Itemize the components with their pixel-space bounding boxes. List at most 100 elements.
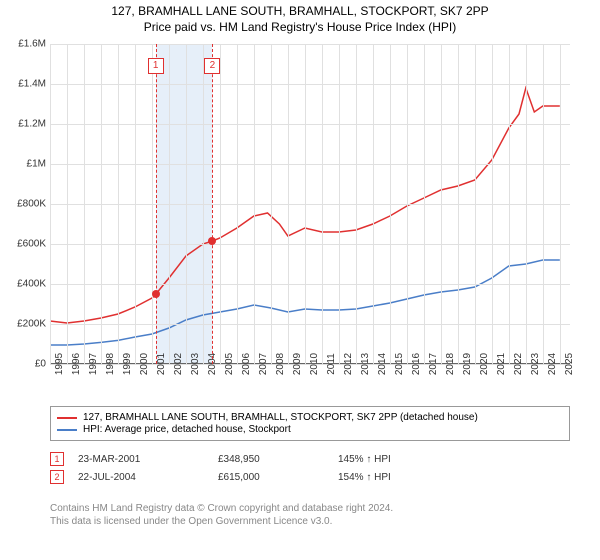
sale-price: £348,950 [218, 454, 338, 465]
x-tick-label: 2002 [169, 353, 184, 375]
x-tick-label: 2005 [220, 353, 235, 375]
x-tick-label: 1995 [50, 353, 65, 375]
legend-label: HPI: Average price, detached house, Stoc… [83, 424, 291, 435]
gridline-v [526, 44, 527, 364]
legend-item: 127, BRAMHALL LANE SOUTH, BRAMHALL, STOC… [57, 412, 563, 423]
x-tick-label: 2012 [339, 353, 354, 375]
sale-index-icon: 1 [50, 452, 64, 466]
x-tick-label: 2020 [475, 353, 490, 375]
sale-point-marker [208, 237, 216, 245]
x-tick-label: 1996 [67, 353, 82, 375]
y-tick-label: £1M [27, 159, 50, 170]
y-tick-label: £800K [17, 199, 50, 210]
gridline-v [135, 44, 136, 364]
footer-line-1: Contains HM Land Registry data © Crown c… [50, 502, 393, 515]
x-tick-label: 2015 [390, 353, 405, 375]
gridline-v [118, 44, 119, 364]
gridline-v [203, 44, 204, 364]
chart-subtitle: Price paid vs. HM Land Registry's House … [0, 20, 600, 38]
plot-area: £0£200K£400K£600K£800K£1M£1.2M£1.4M£1.6M… [50, 44, 570, 364]
gridline-v [84, 44, 85, 364]
x-tick-label: 2019 [458, 353, 473, 375]
gridline-v [220, 44, 221, 364]
sale-vline [156, 44, 157, 364]
x-tick-label: 2009 [288, 353, 303, 375]
y-tick-label: £200K [17, 319, 50, 330]
sale-hpi: 145% ↑ HPI [338, 454, 391, 465]
chart-title: 127, BRAMHALL LANE SOUTH, BRAMHALL, STOC… [0, 0, 600, 20]
y-tick-label: £1.2M [18, 119, 50, 130]
x-tick-label: 2013 [356, 353, 371, 375]
x-tick-label: 2010 [305, 353, 320, 375]
sale-date: 23-MAR-2001 [78, 454, 218, 465]
gridline-v [237, 44, 238, 364]
sale-index-icon: 2 [50, 470, 64, 484]
footer-line-2: This data is licensed under the Open Gov… [50, 515, 393, 528]
gridline-v [492, 44, 493, 364]
sale-point-marker [152, 290, 160, 298]
gridline-v [339, 44, 340, 364]
gridline-v [254, 44, 255, 364]
gridline-v [458, 44, 459, 364]
gridline-v [305, 44, 306, 364]
gridline-v [50, 44, 51, 364]
gridline-v [101, 44, 102, 364]
x-tick-label: 1999 [118, 353, 133, 375]
gridline-v [169, 44, 170, 364]
sale-date: 22-JUL-2004 [78, 472, 218, 483]
gridline-v [407, 44, 408, 364]
gridline-v [67, 44, 68, 364]
gridline-v [509, 44, 510, 364]
x-tick-label: 1998 [101, 353, 116, 375]
x-tick-label: 2024 [543, 353, 558, 375]
gridline-v [560, 44, 561, 364]
sale-vline [212, 44, 213, 364]
sales-row: 1 23-MAR-2001£348,950145% ↑ HPI [50, 452, 391, 466]
y-tick-label: £600K [17, 239, 50, 250]
x-tick-label: 1997 [84, 353, 99, 375]
legend-item: HPI: Average price, detached house, Stoc… [57, 424, 563, 435]
gridline-v [356, 44, 357, 364]
x-tick-label: 2003 [186, 353, 201, 375]
gridline-v [322, 44, 323, 364]
sale-hpi: 154% ↑ HPI [338, 472, 391, 483]
x-tick-label: 2001 [152, 353, 167, 375]
x-tick-label: 2006 [237, 353, 252, 375]
sale-price: £615,000 [218, 472, 338, 483]
x-tick-label: 2022 [509, 353, 524, 375]
x-tick-label: 2000 [135, 353, 150, 375]
gridline-v [152, 44, 153, 364]
x-tick-label: 2025 [560, 353, 575, 375]
footer-attribution: Contains HM Land Registry data © Crown c… [50, 502, 393, 528]
sale-number-label: 1 [148, 58, 164, 74]
gridline-v [186, 44, 187, 364]
sales-row: 2 22-JUL-2004£615,000154% ↑ HPI [50, 470, 391, 484]
x-tick-label: 2021 [492, 353, 507, 375]
x-tick-label: 2004 [203, 353, 218, 375]
gridline-v [271, 44, 272, 364]
x-tick-label: 2014 [373, 353, 388, 375]
legend-swatch [57, 417, 77, 419]
gridline-v [390, 44, 391, 364]
legend-swatch [57, 429, 77, 431]
legend-label: 127, BRAMHALL LANE SOUTH, BRAMHALL, STOC… [83, 412, 478, 423]
gridline-v [475, 44, 476, 364]
sale-number-label: 2 [204, 58, 220, 74]
x-tick-label: 2016 [407, 353, 422, 375]
gridline-v [288, 44, 289, 364]
x-tick-label: 2011 [322, 353, 337, 375]
x-tick-label: 2008 [271, 353, 286, 375]
x-tick-label: 2018 [441, 353, 456, 375]
gridline-v [441, 44, 442, 364]
y-tick-label: £1.6M [18, 39, 50, 50]
y-tick-label: £400K [17, 279, 50, 290]
chart-container: 127, BRAMHALL LANE SOUTH, BRAMHALL, STOC… [0, 0, 600, 560]
y-tick-label: £0 [35, 359, 50, 370]
y-tick-label: £1.4M [18, 79, 50, 90]
gridline-v [424, 44, 425, 364]
x-tick-label: 2017 [424, 353, 439, 375]
x-tick-label: 2007 [254, 353, 269, 375]
sales-table: 1 23-MAR-2001£348,950145% ↑ HPI 2 22-JUL-20… [50, 452, 391, 488]
gridline-v [543, 44, 544, 364]
legend-box: 127, BRAMHALL LANE SOUTH, BRAMHALL, STOC… [50, 406, 570, 441]
